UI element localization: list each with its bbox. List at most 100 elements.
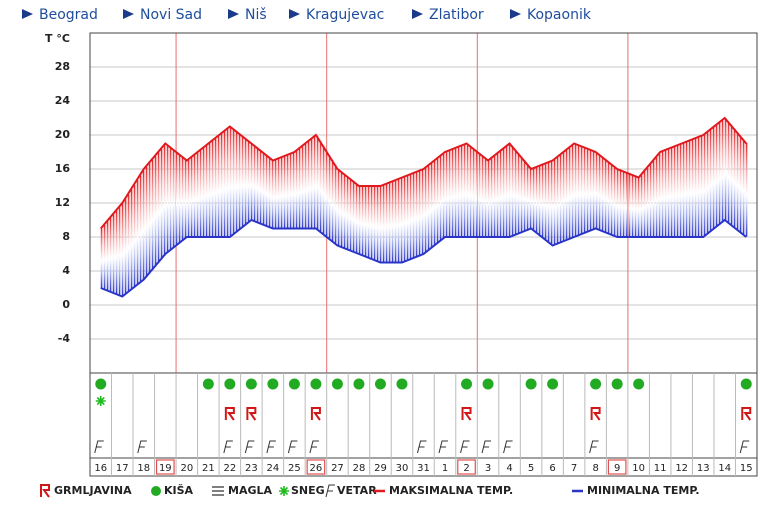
band-hatch (670, 147, 673, 237)
x-tick-label: 18 (137, 463, 150, 474)
band-hatch (568, 147, 571, 240)
band-hatch (682, 143, 685, 237)
nav-label: Novi Sad (140, 7, 202, 23)
fog-icon (212, 486, 224, 496)
band-hatch (490, 158, 493, 237)
band-hatch (280, 157, 283, 229)
band-hatch (613, 166, 616, 236)
nav-label: Zlatibor (429, 7, 484, 23)
y-tick-label: 20 (55, 128, 71, 141)
band-hatch (394, 180, 397, 263)
band-hatch (130, 189, 133, 290)
legend-label: MAKSIMALNA TEMP. (389, 484, 513, 497)
y-tick-label: 16 (55, 162, 71, 175)
band-hatch (271, 159, 274, 229)
nav-link[interactable]: Beograd (22, 7, 98, 23)
band-hatch (457, 146, 460, 237)
band-hatch (571, 145, 574, 238)
rain-icon (740, 378, 752, 390)
day-highlight (306, 459, 326, 475)
rain-icon (288, 378, 300, 390)
band-hatch (244, 138, 247, 226)
band-hatch (322, 145, 325, 234)
band-hatch (529, 167, 532, 230)
band-hatch (166, 144, 169, 253)
band-hatch (514, 149, 517, 235)
band-hatch (646, 167, 649, 237)
day-highlight (607, 459, 627, 475)
band-hatch (472, 148, 475, 237)
legend-label: GRMLJAVINA (54, 484, 132, 497)
band-hatch (733, 128, 736, 228)
x-tick-label: 10 (632, 463, 645, 474)
band-hatch (160, 148, 163, 260)
band-hatch (361, 186, 364, 256)
nav-link[interactable]: Zlatibor (412, 7, 484, 23)
band-hatch (517, 153, 520, 234)
x-tick-label: 15 (740, 463, 753, 474)
band-hatch (538, 165, 541, 235)
band-hatch (625, 172, 628, 237)
band-hatch (286, 155, 289, 229)
rain-icon (245, 378, 257, 390)
nav-link[interactable]: Niš (228, 7, 267, 23)
band-hatch (610, 163, 613, 235)
x-tick-label: 25 (288, 463, 301, 474)
rain-icon (525, 378, 537, 390)
band-hatch (229, 126, 232, 237)
band-hatch (559, 154, 562, 243)
band-hatch (169, 147, 172, 251)
band-hatch (715, 125, 718, 228)
band-hatch (403, 176, 406, 262)
rain-icon (633, 378, 645, 390)
band-hatch (745, 142, 748, 237)
day-highlight (155, 459, 175, 475)
band-hatch (697, 137, 700, 237)
legend-label: KIŠA (164, 484, 194, 497)
band-hatch (505, 146, 508, 237)
band-hatch (316, 136, 319, 230)
nav-label: Beograd (39, 7, 98, 23)
nav-link[interactable]: Kragujevac (289, 7, 384, 23)
band-hatch (448, 150, 451, 237)
band-hatch (673, 146, 676, 237)
band-hatch (523, 160, 526, 232)
nav-label: Kragujevac (306, 7, 384, 23)
band-hatch (469, 146, 472, 237)
band-hatch (298, 148, 301, 229)
band-hatch (178, 154, 181, 244)
band-hatch (343, 173, 346, 248)
x-tick-label: 19 (159, 463, 172, 474)
band-hatch (304, 143, 307, 229)
band-hatch (652, 160, 655, 237)
rain-icon (151, 486, 161, 496)
nav-link[interactable]: Kopaonik (510, 7, 592, 23)
thunder-icon (310, 407, 321, 421)
band-hatch (688, 140, 691, 237)
x-tick-label: 23 (245, 463, 258, 474)
nav-arrow (412, 9, 423, 19)
wind-icon (589, 440, 599, 454)
x-tick-label: 24 (267, 463, 280, 474)
band-hatch (439, 156, 442, 242)
band-hatch (658, 153, 661, 237)
band-hatch (235, 131, 238, 233)
band-hatch (739, 135, 742, 232)
band-hatch (283, 156, 286, 229)
band-hatch (208, 143, 211, 237)
nav-link[interactable]: Novi Sad (123, 7, 202, 23)
band-hatch (253, 145, 256, 221)
nav-arrow (123, 9, 134, 19)
thunder-icon (40, 484, 50, 498)
band-hatch (181, 156, 184, 242)
band-hatch (481, 155, 484, 237)
rain-icon (224, 378, 236, 390)
x-tick-label: 17 (116, 463, 129, 474)
band-hatch (301, 146, 304, 229)
legend-label: MAGLA (228, 484, 272, 497)
rain-icon (482, 378, 494, 390)
band-hatch (331, 160, 334, 242)
legend-label: VETAR (337, 484, 377, 497)
band-hatch (640, 175, 643, 237)
x-tick-label: 31 (417, 463, 430, 474)
